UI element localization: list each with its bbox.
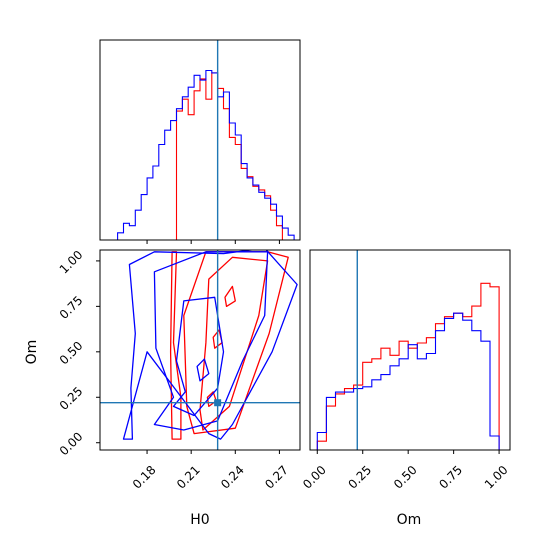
om-x-tick-label-2: 0.25 xyxy=(346,463,375,492)
contour-series-1-level-2 xyxy=(183,251,289,435)
om-histogram-panel: 0.00 0.25 0.50 0.75 1.00 xyxy=(300,249,511,492)
contour-x-tick-label-1: 0.18 xyxy=(130,463,159,492)
contour-series-2-level-2 xyxy=(153,251,269,431)
om-histogram-group xyxy=(316,282,500,450)
contour-series-1-level-3 xyxy=(199,256,269,431)
om-x-tick-label-3: 0.50 xyxy=(391,463,420,492)
h0-histogram-series-2 xyxy=(117,69,295,240)
contour-series-2-level-4 xyxy=(196,358,210,382)
contour-x-tick-label-2: 0.21 xyxy=(174,463,203,492)
contour-series-1-level-4 xyxy=(212,329,223,349)
truth-marker xyxy=(214,399,222,407)
y-axis-label-om: Om xyxy=(24,340,40,365)
contour-y-tick-label-2: 0.25 xyxy=(57,384,86,413)
om-histogram-series-1 xyxy=(316,282,500,450)
om-x-tick-label-5: 1.00 xyxy=(482,463,511,492)
h0-histogram-panel xyxy=(99,39,301,244)
x-axis-label-om: Om xyxy=(397,512,422,528)
contour-series-1-level-1 xyxy=(169,251,182,440)
contour-y-tick-label-4: 0.75 xyxy=(57,293,86,322)
contour-group xyxy=(122,250,298,440)
contour-x-tick-label-3: 0.24 xyxy=(218,463,247,492)
x-axis-label-h0: H0 xyxy=(190,512,209,528)
om-x-tick-label-1: 0.00 xyxy=(300,463,329,492)
om-x-tick-label-4: 0.75 xyxy=(436,463,465,492)
contour-y-tick-label-5: 1.00 xyxy=(57,248,86,277)
h0-om-contour-panel: 0.18 0.21 0.24 0.27 0.00 0.25 0.50 0.75 1.00 xyxy=(57,248,301,492)
contour-series-2-level-3 xyxy=(172,296,225,417)
om-histogram-frame xyxy=(309,249,511,451)
contour-y-tick-label-1: 0.00 xyxy=(57,430,86,459)
om-histogram-series-2 xyxy=(316,312,500,450)
contour-frame xyxy=(99,249,301,451)
contour-x-tick-label-4: 0.27 xyxy=(262,463,291,492)
h0-histogram-frame xyxy=(99,39,301,241)
contour-y-tick-label-3: 0.50 xyxy=(57,339,86,368)
contour-series-2-level-1 xyxy=(122,250,298,440)
contour-series-1-level-5 xyxy=(224,285,236,308)
